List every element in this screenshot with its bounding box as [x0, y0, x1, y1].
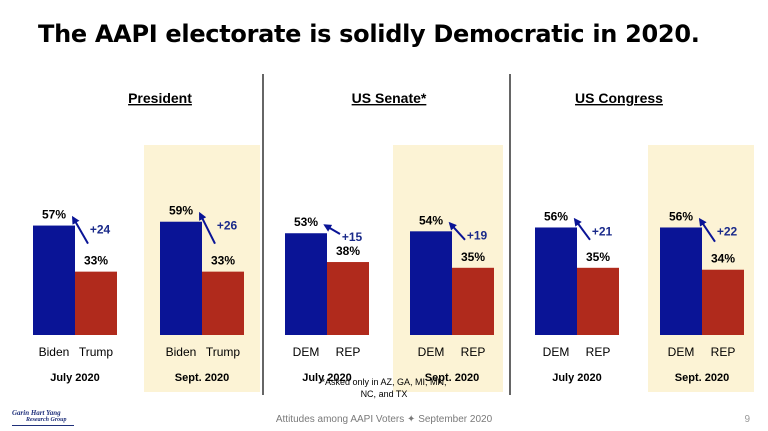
change-label: +22 [717, 224, 738, 238]
logo-line-2: Research Group [26, 417, 67, 423]
chart-title: US Senate* [352, 90, 427, 106]
category-label: DEM [418, 345, 445, 359]
bar-trump [202, 271, 244, 335]
data-label-rep: 35% [461, 250, 485, 264]
category-label: Trump [206, 345, 241, 359]
data-label-dem: 56% [544, 209, 568, 223]
logo-rule [12, 425, 74, 426]
category-label: REP [586, 345, 611, 359]
bar-biden [160, 221, 202, 335]
page-number: 9 [744, 414, 750, 425]
change-label: +21 [592, 224, 613, 238]
bar-rep [577, 267, 619, 335]
data-label-dem: 57% [42, 208, 66, 222]
change-arrow [573, 217, 591, 241]
footer-caption: Attitudes among AAPI Voters ✦ September … [275, 414, 493, 425]
data-label-rep: 33% [211, 254, 235, 268]
chart-title: President [128, 90, 192, 106]
data-label-rep: 33% [84, 254, 108, 268]
bar-biden [33, 225, 75, 335]
category-label: DEM [543, 345, 570, 359]
series-date-label: Sept. 2020 [425, 372, 479, 384]
bar-rep [327, 262, 369, 335]
data-label-dem: 54% [419, 213, 443, 227]
change-arrow [448, 221, 466, 241]
bar-dem [535, 227, 577, 335]
chart-title: US Congress [575, 90, 663, 106]
data-label-rep: 38% [336, 244, 360, 258]
change-arrow [199, 211, 216, 245]
category-label: Biden [166, 345, 197, 359]
category-label: DEM [293, 345, 320, 359]
change-arrow [698, 217, 716, 243]
change-arrow [72, 215, 89, 245]
bar-rep [702, 269, 744, 335]
change-label: +19 [467, 228, 488, 242]
data-label-rep: 35% [586, 250, 610, 264]
senate-footnote: *Asked only in AZ, GA, MI, MN, NC, and T… [0, 376, 768, 400]
bar-rep [452, 267, 494, 335]
bar-dem [410, 231, 452, 335]
slide-title: The AAPI electorate is solidly Democrati… [38, 20, 700, 48]
series-date-label: Sept. 2020 [675, 372, 729, 384]
bar-dem [285, 233, 327, 335]
category-label: REP [711, 345, 736, 359]
category-label: Biden [39, 345, 70, 359]
change-label: +26 [217, 219, 238, 233]
change-label: +24 [90, 223, 111, 237]
category-label: Trump [79, 345, 114, 359]
series-date-label: Sept. 2020 [175, 372, 229, 384]
change-arrow [323, 224, 341, 235]
data-label-dem: 56% [669, 209, 693, 223]
category-label: DEM [668, 345, 695, 359]
change-label: +15 [342, 230, 363, 244]
data-label-rep: 34% [711, 252, 735, 266]
category-label: REP [336, 345, 361, 359]
bar-dem [660, 227, 702, 335]
footnote-line-1: *Asked only in AZ, GA, MI, MN, [321, 377, 447, 387]
series-date-label: July 2020 [552, 372, 602, 384]
bar-trump [75, 271, 117, 335]
company-logo: Garin Hart Yang Research Group [12, 410, 74, 426]
series-date-label: July 2020 [50, 372, 100, 384]
series-date-label: July 2020 [302, 372, 352, 384]
footnote-line-2: NC, and TX [360, 389, 408, 399]
data-label-dem: 59% [169, 204, 193, 218]
logo-line-1: Garin Hart Yang [12, 409, 61, 417]
data-label-dem: 53% [294, 215, 318, 229]
category-label: REP [461, 345, 486, 359]
